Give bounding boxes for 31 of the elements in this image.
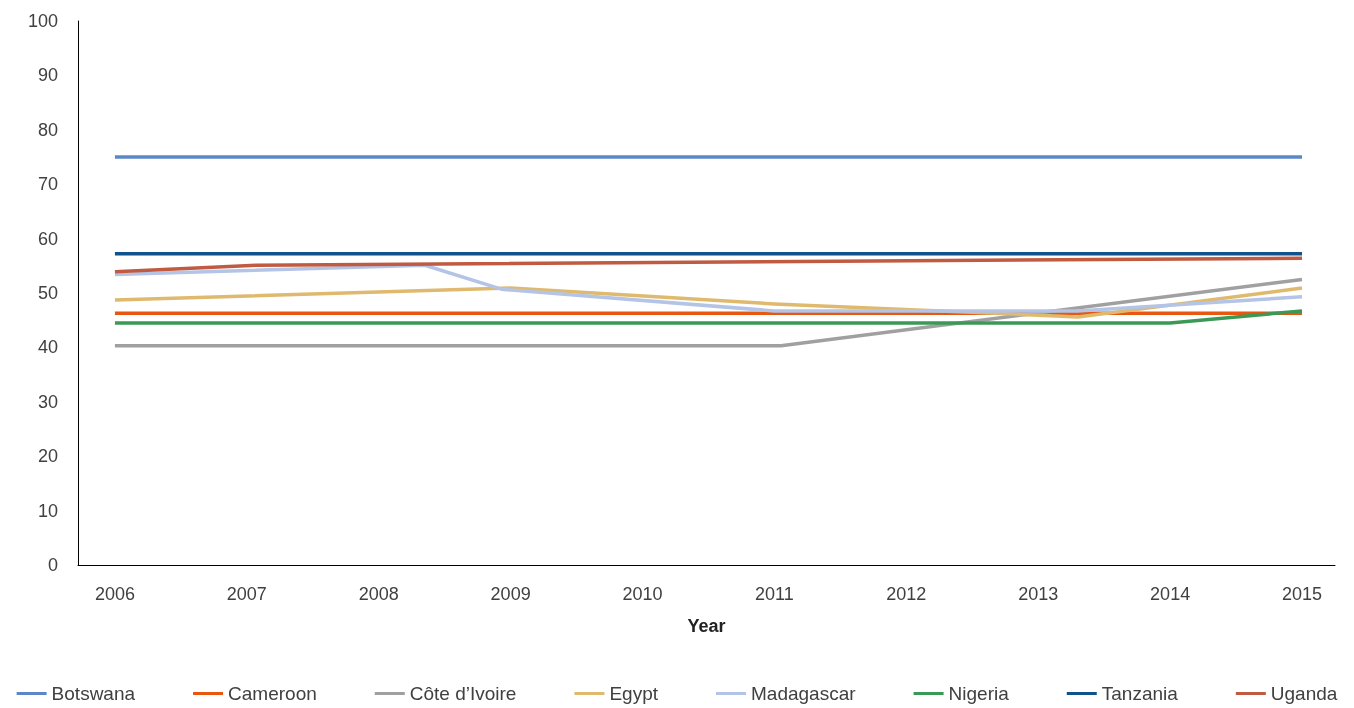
x-tick-label: 2010	[622, 584, 663, 604]
x-tick-label: 2012	[886, 584, 927, 604]
legend-label: Cameroon	[228, 683, 317, 704]
legend-label: Nigeria	[948, 683, 1010, 704]
line-series	[113, 263, 1304, 313]
y-tick-label: 20	[37, 446, 58, 467]
legend-label: Madagascar	[751, 683, 857, 704]
x-tick-label: 2011	[755, 584, 794, 604]
x-tick-label: 2007	[226, 584, 267, 604]
x-tick-label: 2014	[1150, 584, 1191, 604]
x-tick-label: 2008	[358, 584, 399, 604]
legend-label: Botswana	[51, 683, 136, 704]
y-tick-label: 90	[37, 65, 58, 86]
x-tick-label: 2013	[1018, 584, 1059, 604]
x-tick-label: 2009	[490, 584, 531, 604]
y-tick-label: 100	[27, 11, 58, 31]
y-tick-label: 30	[37, 391, 58, 412]
legend-label: Tanzania	[1101, 683, 1179, 704]
y-tick-label: 10	[37, 500, 58, 521]
x-tick-label: 2006	[94, 584, 135, 604]
y-tick-label: 0	[47, 555, 58, 575]
y-tick-label: 50	[37, 283, 58, 303]
legend-label: Uganda	[1270, 683, 1338, 704]
legend-label: Egypt	[609, 683, 659, 704]
legend-label: Côte d’Ivoire	[409, 683, 517, 704]
y-tick-label: 60	[37, 228, 58, 249]
y-tick-label: 40	[37, 337, 58, 358]
x-axis-title: Year	[687, 616, 726, 636]
x-tick-label: 2015	[1282, 584, 1323, 604]
y-tick-label: 80	[37, 119, 58, 140]
y-tick-label: 70	[37, 174, 58, 195]
